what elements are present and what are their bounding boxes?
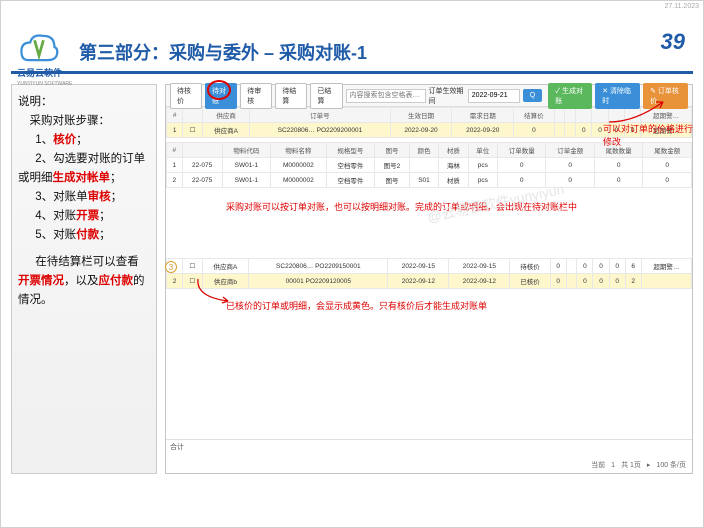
- price-pending-table: 1☐供应商ASC220806… PO22091500012022-09-1520…: [166, 258, 692, 289]
- step-5: 5、对账付款；: [18, 226, 150, 245]
- logo-subtext: YUNYIYUN SOFTWARE: [17, 81, 72, 87]
- step-3: 3、对账单审核；: [18, 188, 150, 207]
- sidebar-tail: 在待结算栏可以查看开票情况，以及应付款的情况。: [18, 253, 150, 310]
- sidebar-sub: 采购对账步骤：: [18, 112, 150, 131]
- pager[interactable]: 当前1 共 1页 ▸ 100 条/页: [591, 460, 686, 470]
- date-label: 订单生效期间: [429, 86, 465, 106]
- date-stamp: 27.11.2023: [664, 3, 699, 10]
- header: 云易云软件 YUNYIYUN SOFTWARE 第三部分：采购与委外 – 采购对…: [11, 7, 693, 74]
- total-row: 合计: [166, 439, 692, 455]
- arrow-icon: [605, 96, 675, 126]
- sidebar-label: 说明：: [18, 93, 150, 112]
- tab-pending-audit[interactable]: 待审核: [240, 83, 272, 109]
- slide: 27.11.2023 39 云易云软件 YUNYIYUN SOFTWARE 第三…: [0, 0, 704, 528]
- note-recon-desc: 采购对账可以按订单对账，也可以按明细对账。完成的订单或明细，会出现在待对账栏中: [226, 200, 577, 213]
- tab-pending-price[interactable]: 待核价: [170, 83, 202, 109]
- callout-3: 3: [165, 261, 177, 273]
- table-row[interactable]: 1☐供应商ASC220806… PO22091500012022-09-1520…: [167, 259, 692, 274]
- table-row[interactable]: 122-075SW01-1M0000002空档零件图号2海林pcs0000: [167, 158, 692, 173]
- search-input[interactable]: [346, 89, 426, 103]
- highlight-circle: [207, 80, 231, 100]
- gen-recon-button[interactable]: ✓ 生成对账: [548, 83, 592, 109]
- page-number: 39: [661, 29, 685, 55]
- step-4: 4、对账开票；: [18, 207, 150, 226]
- page-title: 第三部分：采购与委外 – 采购对账-1: [79, 39, 367, 67]
- table-row[interactable]: 222-075SW01-1M0000002空档零件图号S01材质pcs0000: [167, 173, 692, 188]
- logo: 云易云软件 YUNYIYUN SOFTWARE: [17, 29, 61, 67]
- step-2: 2、勾选要对账的订单或明细生成对帐单；: [18, 150, 150, 188]
- table-row[interactable]: 2☐供应商b00001 PO22091200052022-09-122022-0…: [167, 274, 692, 289]
- date-input[interactable]: [468, 89, 520, 103]
- search-button[interactable]: Q: [523, 89, 542, 102]
- content: 说明： 采购对账步骤： 1、核价； 2、勾选要对账的订单或明细生成对帐单； 3、…: [11, 84, 693, 474]
- step-1: 1、核价；: [18, 131, 150, 150]
- note-yellow-desc: 已核价的订单或明细，会显示成黄色。只有核价后才能生成对账单: [226, 299, 487, 312]
- main-screenshot-area: 待核价 待对账 待审核 待结算 已结算 订单生效期间 Q ✓ 生成对账 ✕ 清除…: [165, 84, 693, 474]
- detail-table: #物料代码物料名称规格型号图号颜色材质单位订单数量订单金额尾数数量尾数金额 12…: [166, 142, 692, 188]
- sidebar-explain: 说明： 采购对账步骤： 1、核价； 2、勾选要对账的订单或明细生成对帐单； 3、…: [11, 84, 157, 474]
- tab-pending-settle[interactable]: 待结算: [275, 83, 307, 109]
- logo-text: 云易云软件: [17, 66, 62, 79]
- tab-settled[interactable]: 已结算: [310, 83, 342, 109]
- arrow-icon: [194, 277, 234, 305]
